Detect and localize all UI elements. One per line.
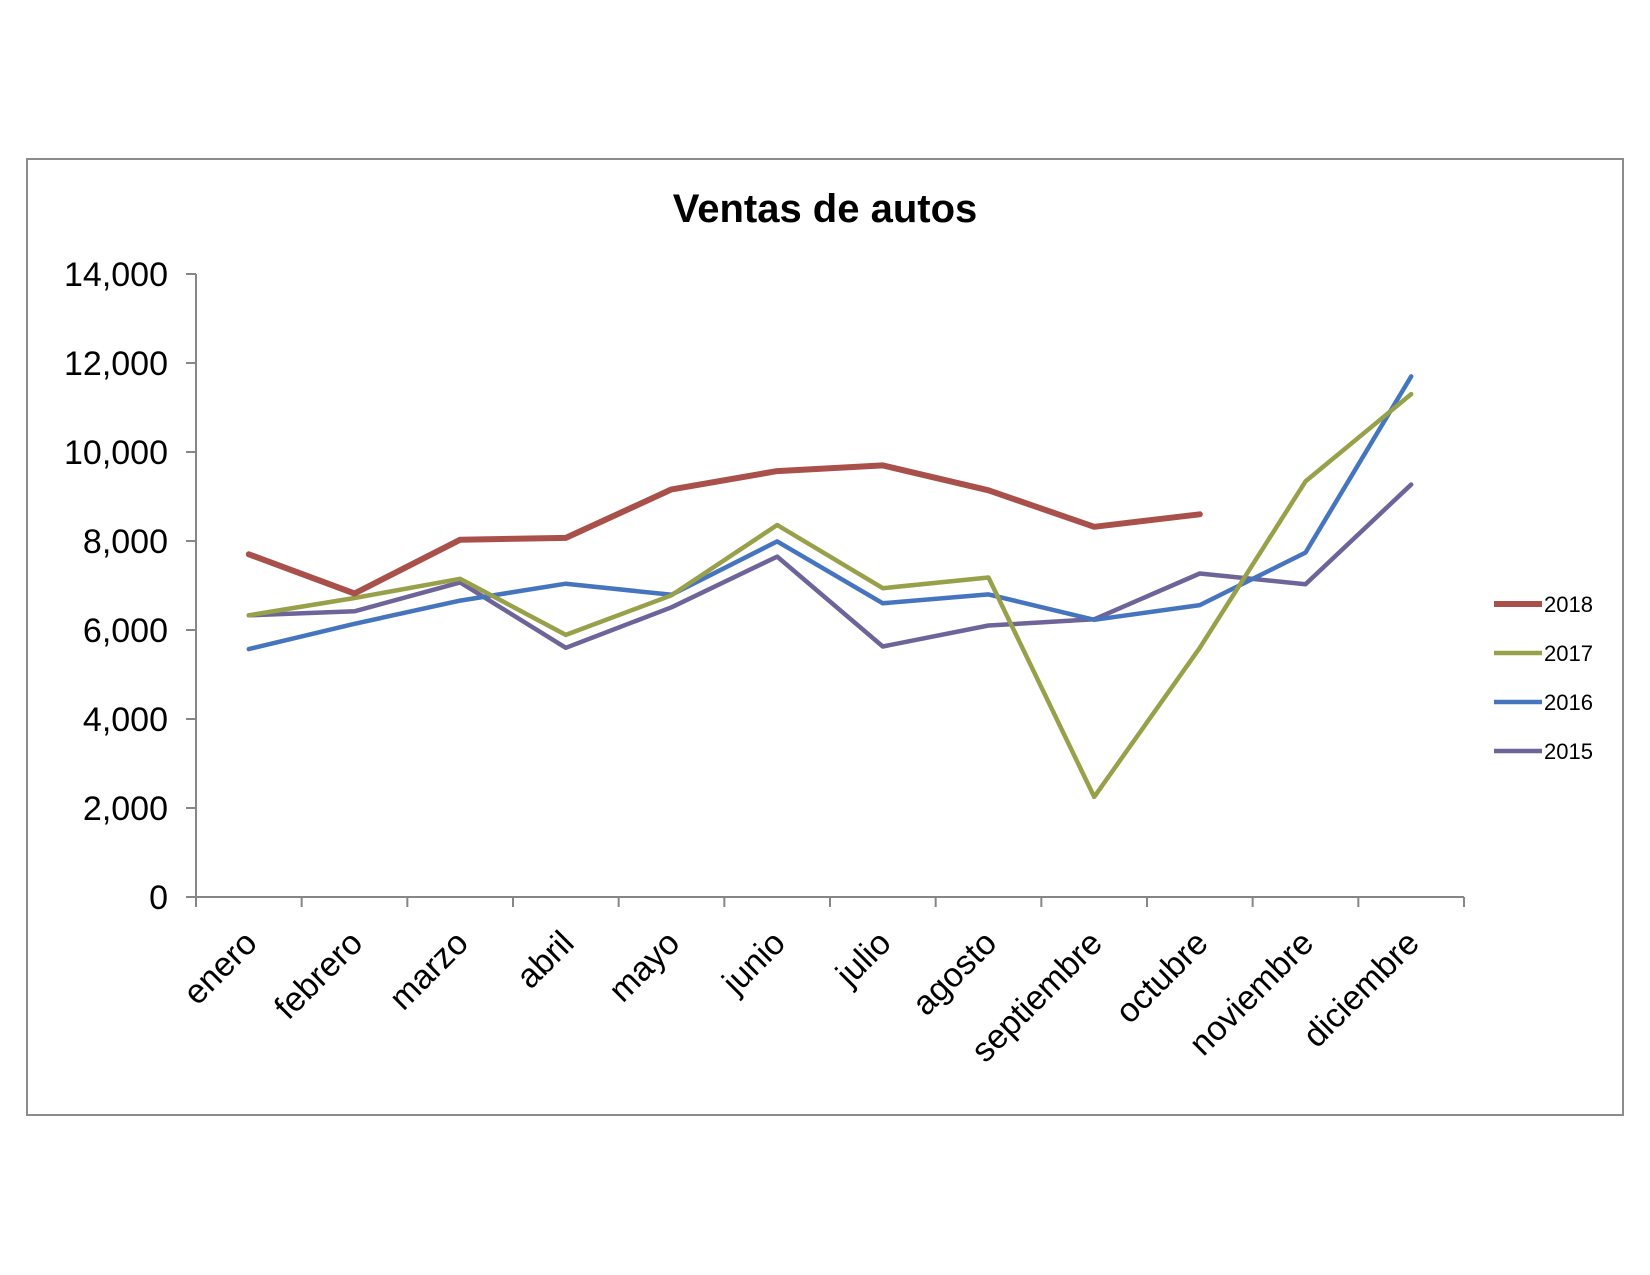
x-tick-label: diciembre	[1296, 924, 1427, 1055]
chart-title: Ventas de autos	[673, 187, 978, 231]
x-tick-label: julio	[828, 924, 898, 994]
x-tick-label: octubre	[1108, 924, 1215, 1031]
y-tick-label: 6,000	[83, 612, 168, 650]
legend: 2018 2017 2016 2015	[1494, 592, 1593, 764]
legend-label-2018: 2018	[1544, 592, 1593, 617]
legend-label-2017: 2017	[1544, 641, 1593, 666]
y-tick-label: 0	[149, 879, 168, 917]
x-tick-label: abril	[509, 924, 581, 996]
y-tick-label: 8,000	[83, 523, 168, 561]
x-tick-label: mayo	[601, 924, 687, 1010]
x-tick-label: enero	[176, 924, 264, 1012]
y-tick-label: 12,000	[64, 345, 168, 383]
y-tick-label: 14,000	[64, 256, 168, 294]
y-tick-label: 2,000	[83, 790, 168, 828]
x-tick-label: junio	[714, 924, 792, 1002]
x-tick-label: agosto	[905, 924, 1004, 1023]
series-lines	[245, 374, 1414, 800]
x-tick-label: febrero	[267, 924, 370, 1027]
series-line-2016	[246, 374, 1414, 652]
x-tick-label: marzo	[382, 924, 476, 1018]
axes: 0 2,000 4,000 6,000 8,000 10,000 12,000 14,000 e…	[64, 256, 1465, 1070]
series-line-2018	[245, 462, 1203, 597]
series-line-2017	[246, 391, 1414, 800]
legend-label-2016: 2016	[1544, 690, 1593, 715]
legend-label-2015: 2015	[1544, 739, 1593, 764]
y-tick-label: 10,000	[64, 434, 168, 472]
y-tick-label: 4,000	[83, 701, 168, 739]
series-line-2015	[246, 482, 1414, 651]
